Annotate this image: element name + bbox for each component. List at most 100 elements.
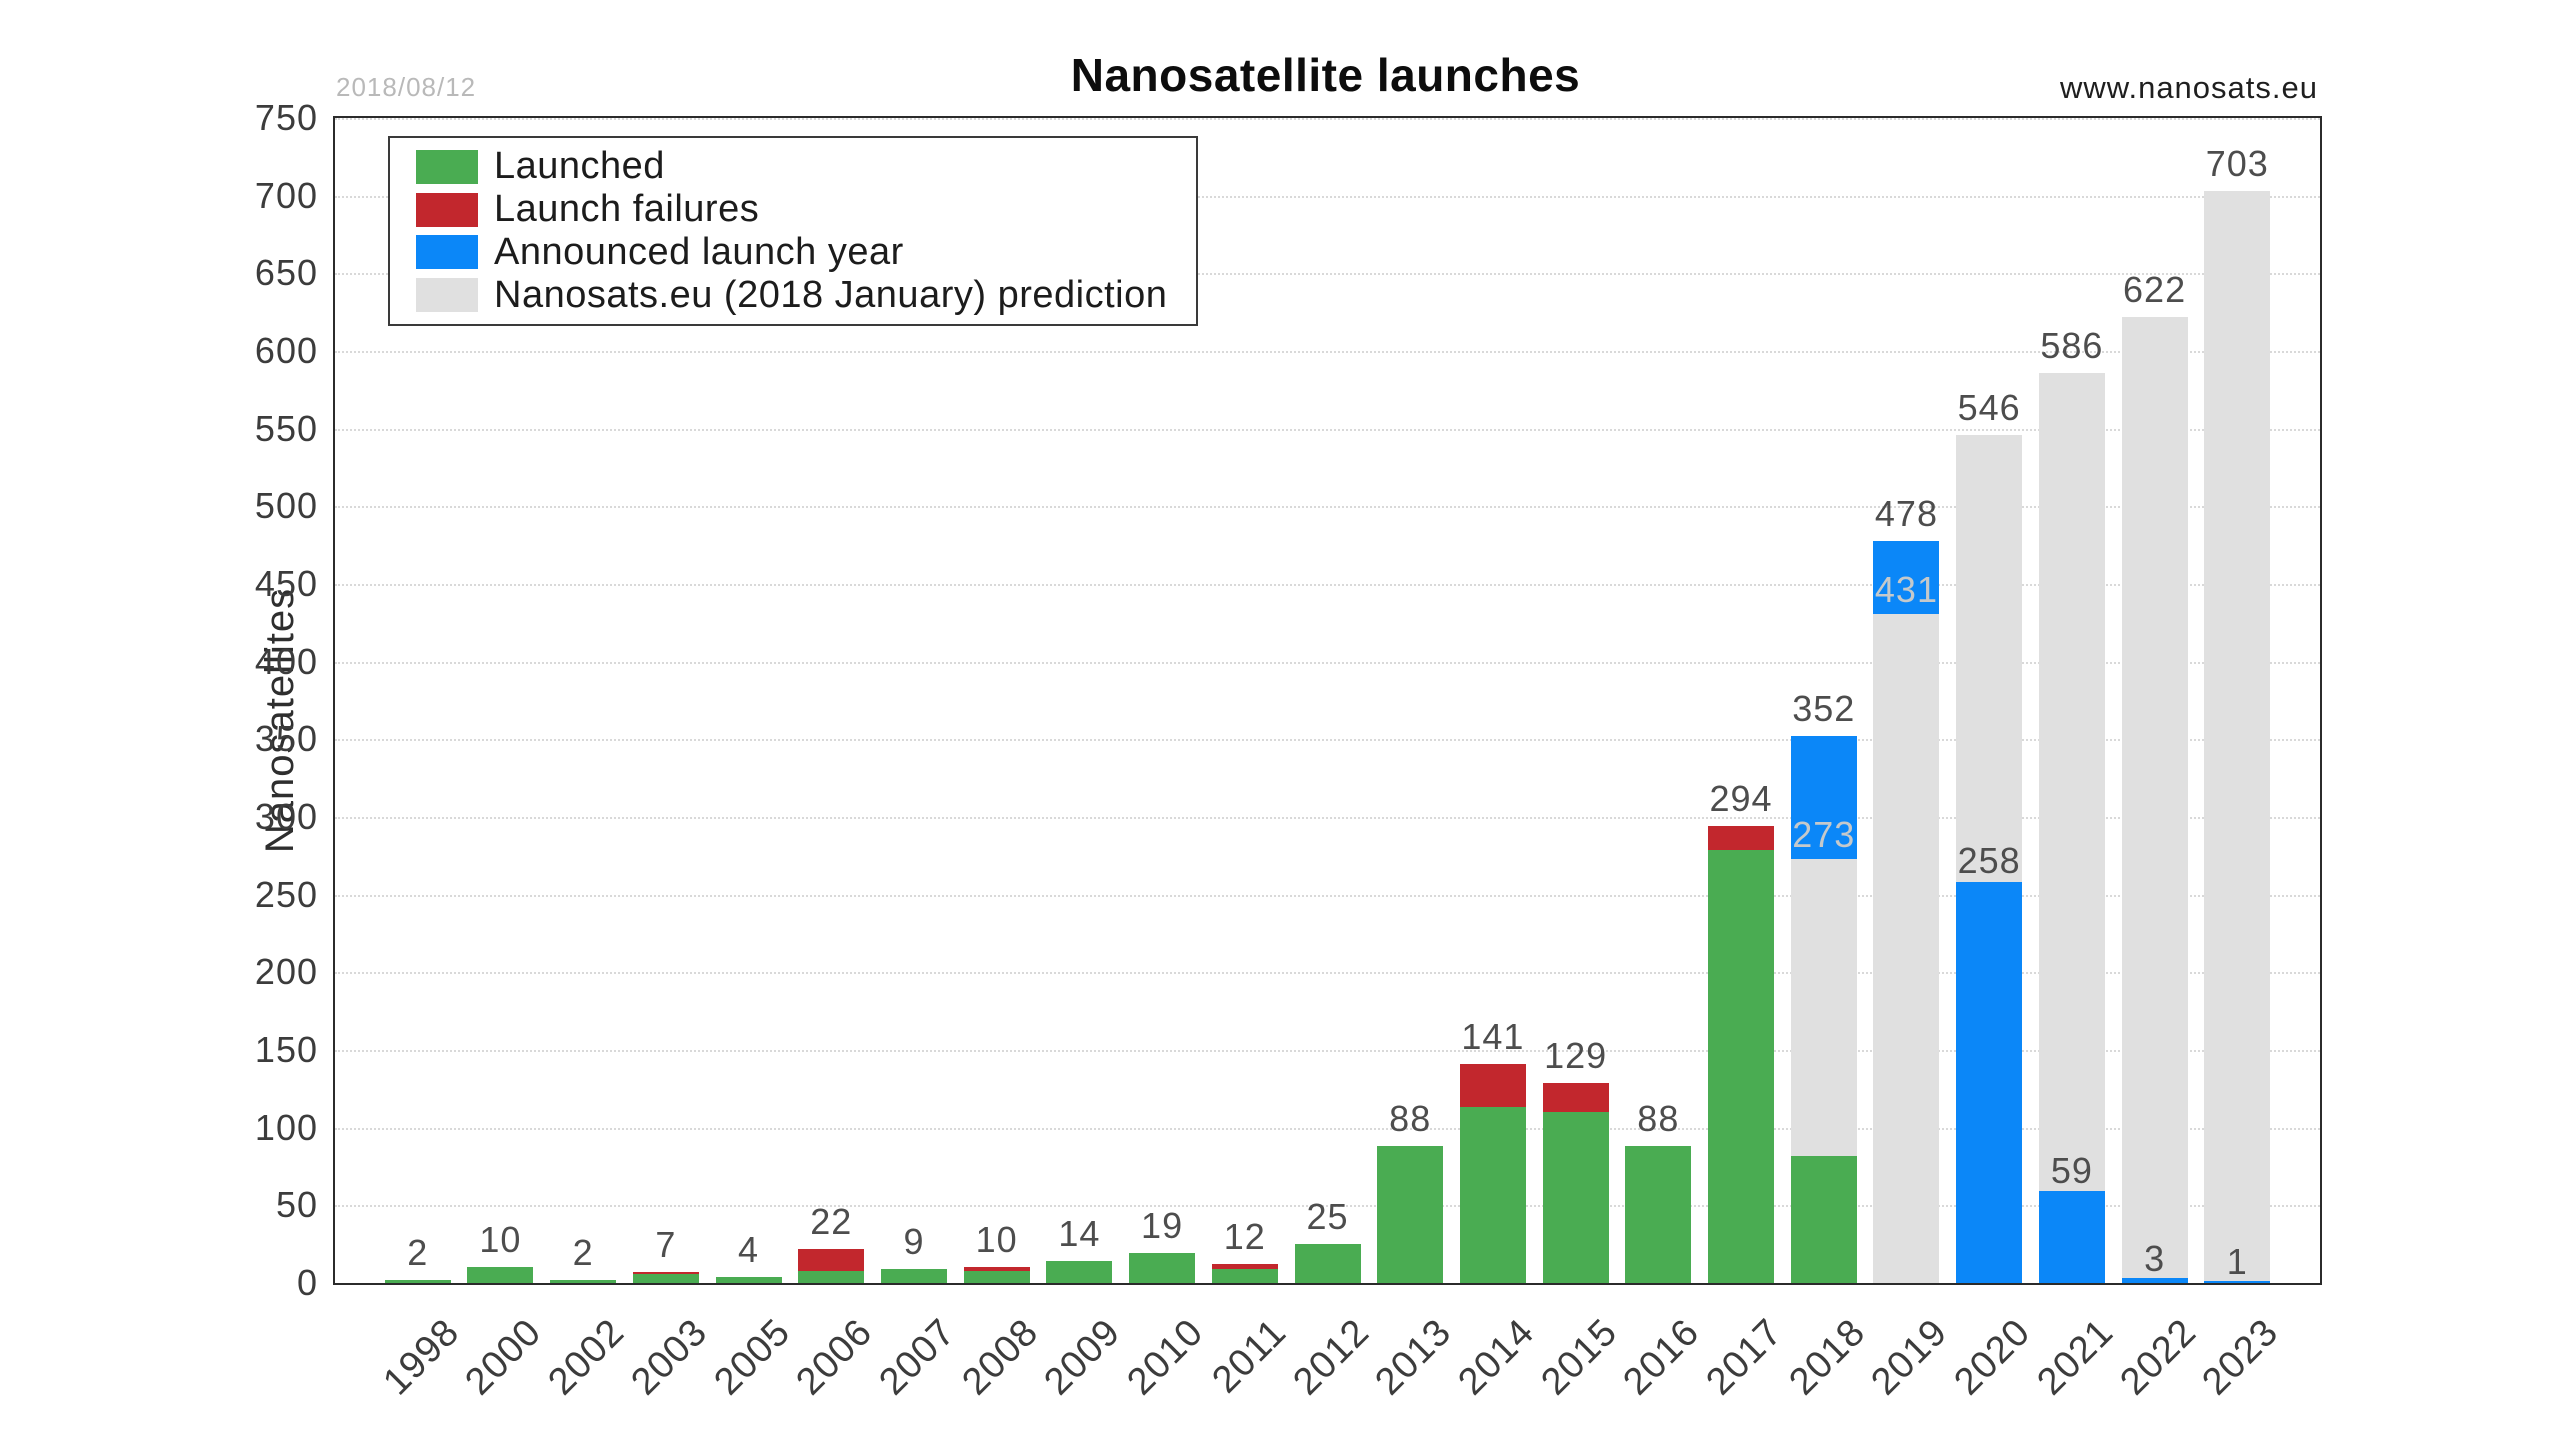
- bar-inner-label-2020: 258: [1957, 840, 2021, 882]
- gridline-300: [335, 817, 2320, 819]
- y-tick-label-650: 650: [254, 252, 318, 294]
- bar-value-label-2005: 4: [738, 1228, 760, 1270]
- x-tick-label-2015: 2015: [1533, 1311, 1626, 1404]
- bar-value-label-2009: 14: [1058, 1213, 1101, 1255]
- website-link: www.nanosats.eu: [2060, 70, 2318, 105]
- bar-2017-launched: [1708, 849, 1775, 1283]
- gridline-350: [335, 739, 2320, 742]
- bar-value-label-2008: 10: [975, 1219, 1018, 1261]
- date-stamp: 2018/08/12: [336, 72, 477, 102]
- bar-2012-launched: [1294, 1244, 1361, 1283]
- bar-2022-prediction: [2121, 316, 2188, 1283]
- x-tick-label-2018: 2018: [1781, 1311, 1874, 1404]
- bar-2019-announced: [1873, 540, 1940, 614]
- x-tick-label-1998: 1998: [375, 1311, 468, 1404]
- x-tick-label-2021: 2021: [2029, 1311, 2122, 1404]
- bar-value-label-2020: 546: [1957, 386, 2021, 428]
- launched-swatch-icon: [416, 149, 478, 184]
- gridline-400: [335, 661, 2320, 664]
- bar-2003-launched: [632, 1273, 699, 1283]
- bar-1998-launched: [384, 1279, 451, 1283]
- bar-2013-launched: [1377, 1146, 1444, 1283]
- gridline-250: [335, 894, 2320, 897]
- legend-label: Nanosats.eu (2018 January) prediction: [494, 273, 1168, 316]
- legend: Launched Launch failures Announced launc…: [388, 136, 1198, 326]
- bar-value-label-2023: 703: [2205, 143, 2269, 184]
- bar-value-label-2002: 2: [572, 1231, 594, 1273]
- x-tick-label-2023: 2023: [2194, 1311, 2287, 1404]
- x-tick-label-2009: 2009: [1036, 1311, 1130, 1404]
- bar-inner-label-2019: 431: [1874, 568, 1938, 610]
- y-tick-label-700: 700: [254, 174, 318, 216]
- y-tick-label-200: 200: [254, 951, 318, 993]
- bar-inner-label-2023: 1: [2226, 1241, 2248, 1283]
- announced-swatch-icon: [416, 235, 478, 270]
- legend-label: Announced launch year: [494, 230, 904, 273]
- chart-title: Nanosatellite launches: [1070, 49, 1581, 101]
- y-tick-label-600: 600: [254, 330, 318, 371]
- x-tick-label-2011: 2011: [1204, 1311, 1295, 1402]
- bar-inner-label-2021: 59: [2050, 1149, 2093, 1191]
- bar-2003-failures: [632, 1272, 699, 1274]
- bar-2006-launched: [798, 1270, 865, 1283]
- bar-2010-launched: [1129, 1253, 1196, 1283]
- bar-value-label-2007: 9: [903, 1221, 925, 1263]
- x-tick-label-2020: 2020: [1946, 1311, 2039, 1404]
- y-tick-label-750: 750: [254, 97, 318, 138]
- gridline-450: [335, 584, 2320, 586]
- legend-item-launch-failures: Launch failures: [416, 188, 1196, 231]
- bar-inner-label-2018: 273: [1792, 814, 1856, 856]
- bar-2008-failures: [963, 1267, 1030, 1271]
- legend-label: Launch failures: [494, 188, 760, 231]
- y-tick-label-0: 0: [296, 1262, 318, 1303]
- bar-2009-launched: [1046, 1261, 1113, 1283]
- gridline-200: [335, 972, 2320, 975]
- bar-2008-launched: [963, 1270, 1030, 1283]
- legend-label: Launched: [494, 145, 665, 188]
- y-tick-label-300: 300: [254, 796, 318, 837]
- x-tick-label-2017: 2017: [1698, 1311, 1791, 1404]
- gridline-700: [335, 195, 2320, 198]
- y-tick-label-50: 50: [275, 1184, 318, 1226]
- bar-2015-failures: [1542, 1082, 1609, 1113]
- bar-value-label-2019: 478: [1874, 492, 1938, 534]
- bar-value-label-2016: 88: [1637, 1098, 1680, 1140]
- bar-value-label-2022: 622: [2123, 268, 2187, 310]
- gridline-600: [335, 351, 2320, 353]
- bar-2023-announced: [2204, 1281, 2271, 1283]
- bar-2016-launched: [1625, 1146, 1692, 1283]
- x-tick-label-2002: 2002: [540, 1311, 633, 1404]
- bar-2019-prediction: [1873, 613, 1940, 1283]
- legend-item-launched: Launched: [416, 145, 1196, 188]
- y-tick-label-350: 350: [254, 718, 318, 760]
- bar-2011-launched: [1211, 1269, 1278, 1283]
- bar-value-label-2021: 586: [2040, 324, 2104, 366]
- gridline-550: [335, 428, 2320, 431]
- x-tick-label-2014: 2014: [1450, 1311, 1543, 1404]
- bar-value-label-2014: 141: [1461, 1015, 1525, 1057]
- legend-item-prediction: Nanosats.eu (2018 January) prediction: [416, 273, 1196, 316]
- bar-value-label-2013: 88: [1389, 1098, 1432, 1140]
- gridline-50: [335, 1205, 2320, 1208]
- bar-value-label-1998: 2: [407, 1231, 429, 1273]
- bar-value-label-2012: 25: [1306, 1196, 1349, 1238]
- bar-2000-launched: [467, 1267, 534, 1283]
- gridline-150: [335, 1050, 2320, 1052]
- x-tick-label-2010: 2010: [1119, 1311, 1212, 1404]
- bar-2020-announced: [1956, 882, 2023, 1283]
- bar-2014-failures: [1459, 1063, 1526, 1108]
- gridline-100: [335, 1127, 2320, 1130]
- y-tick-label-550: 550: [254, 407, 318, 449]
- bar-2006-failures: [798, 1248, 865, 1271]
- y-tick-label-100: 100: [254, 1106, 318, 1148]
- prediction-swatch-icon: [416, 278, 478, 313]
- bar-value-label-2011: 12: [1223, 1216, 1266, 1258]
- bar-2023-prediction: [2204, 191, 2271, 1283]
- bar-2011-failures: [1211, 1264, 1278, 1270]
- bar-2005-launched: [715, 1276, 782, 1283]
- gridline-750: [335, 118, 2320, 120]
- bar-2021-prediction: [2038, 372, 2105, 1283]
- x-tick-label-2016: 2016: [1615, 1311, 1709, 1404]
- bar-value-label-2006: 22: [810, 1200, 853, 1242]
